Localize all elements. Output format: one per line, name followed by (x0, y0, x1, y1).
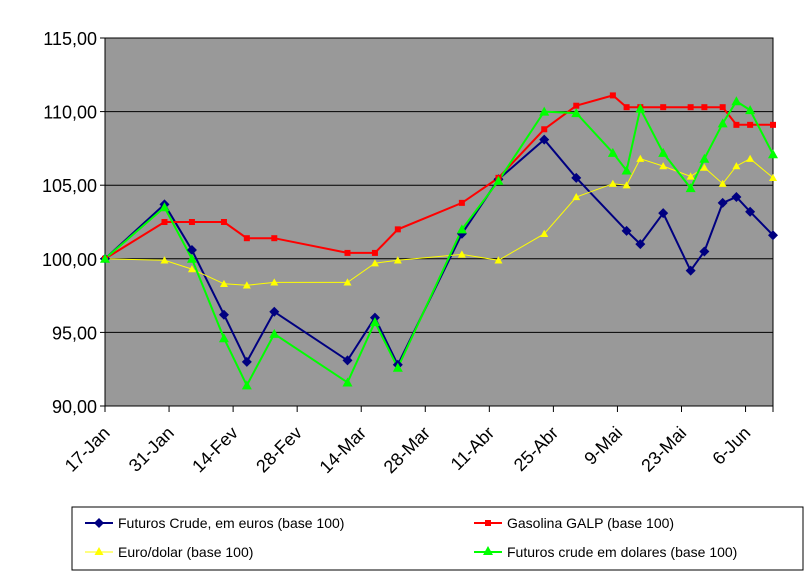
data-point-gasolina (733, 122, 739, 128)
y-tick-label: 110,00 (43, 103, 97, 123)
data-point-gasolina (610, 92, 616, 98)
legend-entry-crude-dolares: Futuros crude em dolares (base 100) (474, 544, 737, 560)
legend: Futuros Crude, em euros (base 100) Gasol… (72, 507, 803, 570)
data-point-gasolina (459, 200, 465, 206)
data-point-gasolina (161, 219, 167, 225)
legend-label-euro-dolar: Euro/dolar (base 100) (118, 544, 253, 560)
data-point-gasolina (221, 219, 227, 225)
data-point-gasolina (271, 235, 277, 241)
legend-marker-square (485, 520, 491, 526)
data-point-gasolina (747, 122, 753, 128)
data-point-gasolina (244, 235, 250, 241)
y-tick-label: 115,00 (43, 29, 97, 49)
data-point-gasolina (372, 250, 378, 256)
data-point-gasolina (688, 104, 694, 110)
y-tick-label: 95,00 (52, 323, 97, 343)
data-point-gasolina (624, 104, 630, 110)
data-point-gasolina (395, 226, 401, 232)
legend-label-crude-euros: Futuros Crude, em euros (base 100) (118, 515, 344, 531)
data-point-gasolina (189, 219, 195, 225)
legend-label-gasolina: Gasolina GALP (base 100) (507, 515, 674, 531)
y-tick-label: 90,00 (52, 397, 97, 417)
data-point-gasolina (770, 122, 776, 128)
legend-entry-crude-euros: Futuros Crude, em euros (base 100) (85, 515, 344, 531)
data-point-gasolina (541, 126, 547, 132)
data-point-gasolina (720, 104, 726, 110)
y-tick-label: 100,00 (42, 250, 97, 270)
data-point-gasolina (660, 104, 666, 110)
y-tick-label: 105,00 (42, 176, 97, 196)
data-point-gasolina (344, 250, 350, 256)
legend-label-crude-dolares: Futuros crude em dolares (base 100) (507, 544, 737, 560)
data-point-gasolina (701, 104, 707, 110)
data-point-gasolina (573, 103, 579, 109)
